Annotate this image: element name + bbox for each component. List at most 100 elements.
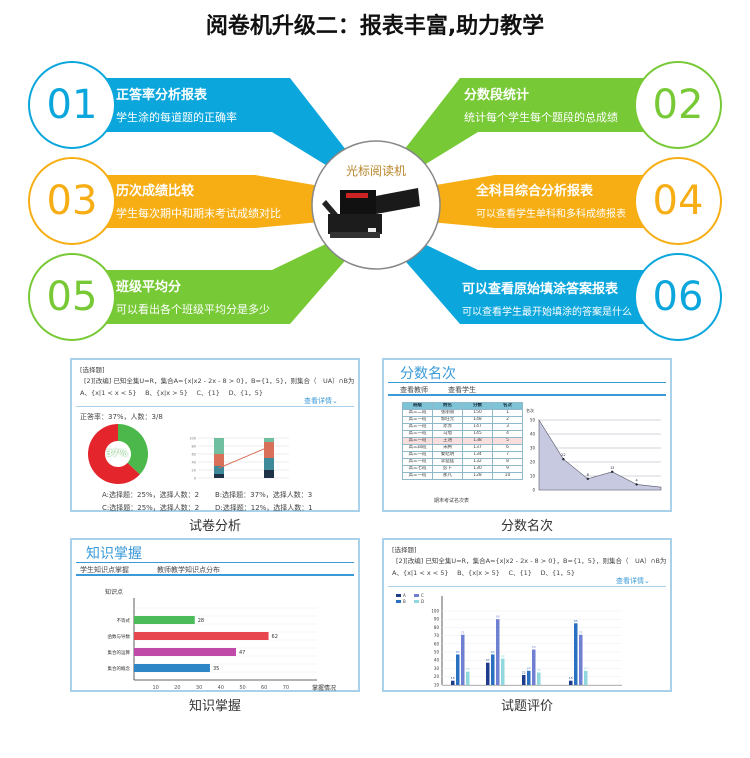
circle-05 (28, 253, 116, 341)
table-cell: 那凡 (432, 472, 463, 480)
table-cell: 彭卜 (432, 465, 463, 473)
table-cell: 高三一班 (402, 451, 433, 459)
y-tick-label: 10 (434, 682, 440, 687)
data-label: 62 (272, 634, 278, 640)
score-rank-caption: 分数名次 (500, 519, 553, 534)
data-label: 22 (522, 670, 526, 674)
tab-teacher[interactable]: 查看教师 (400, 386, 428, 394)
bar (579, 634, 583, 685)
table-cell: 高三四班 (402, 444, 433, 452)
y-tick-label: 0 (194, 477, 196, 481)
table-row: 高三二班 张丽丽 150 1 (402, 409, 523, 417)
data-point (586, 477, 589, 480)
y-axis-label: 名次 (526, 407, 534, 413)
y-tick-label: 20 (434, 674, 440, 679)
feature-heading: 分数段统计 (464, 88, 530, 103)
data-point (562, 458, 565, 461)
bar (527, 670, 531, 685)
category-label: 不等式 (117, 617, 131, 624)
option-trend-chart: 0 20 40 60 80 100 (189, 437, 289, 481)
data-label: 42 (501, 654, 505, 658)
center-label: 光标阅读机 (345, 164, 406, 178)
category-label: 集合的运算 (108, 649, 131, 656)
optical-mark-reader-icon (322, 188, 420, 238)
feature-heading: 全科目综合分析报表 (476, 184, 594, 199)
table-cell: 2 (492, 416, 523, 424)
y-tick-label: 20 (530, 460, 536, 465)
data-label: 26 (466, 667, 470, 671)
table-row: 高三一班 那凡 128 10 (402, 472, 523, 480)
y-tick-label: 50 (434, 650, 440, 655)
stack-segment (214, 454, 224, 466)
x-tick-label: 10 (153, 685, 159, 691)
bar (532, 649, 536, 685)
feature-04: 全科目综合分析报表可以查看学生单科和多科成绩报表 (476, 180, 626, 220)
table-cell: 高三一班 (402, 430, 433, 438)
question-eval-panel: [选择题] [2][改编] 已知全集U=R，集合A={x|x2 - 2x - 8… (382, 538, 672, 692)
y-tick-label: 40 (530, 432, 536, 437)
question-type: [选择题] (392, 546, 417, 554)
data-label: 15 (451, 676, 455, 680)
circle-03 (28, 157, 116, 245)
feature-02: 分数段统计 统计每个学生每个题段的总成绩 (464, 84, 618, 125)
stack-segment (214, 466, 224, 474)
y-tick-label: 40 (434, 658, 440, 663)
y-tick-label: 100 (189, 437, 196, 441)
view-details-link[interactable]: 查看详情⌄ (616, 577, 650, 585)
category-label: 函数与导数 (108, 633, 131, 640)
x-tick-label: 60 (261, 685, 267, 691)
table-cell: 1 (492, 409, 523, 417)
band-02 (400, 78, 655, 170)
divider (388, 382, 666, 383)
bar (486, 662, 490, 685)
data-label: 28 (198, 618, 204, 624)
feature-desc: 可以查看学生最开始填涂的答案是什么 (462, 307, 632, 318)
feature-06: 可以查看原始填涂答案报表可以查看学生最开始填涂的答案是什么 (462, 278, 632, 318)
table-cell: 148 (462, 416, 493, 424)
feature-desc: 可以查看学生单科和多科成绩报表 (476, 209, 626, 220)
y-tick-label: 60 (192, 453, 196, 457)
y-tick-label: 10 (530, 474, 536, 479)
bar (522, 674, 526, 685)
legend-label: A (403, 593, 406, 598)
stack-segment (264, 442, 274, 458)
option-stat: C:选择题：25%，选择人数：2 (102, 504, 200, 512)
bar (451, 680, 455, 685)
table-cell: 10 (492, 472, 523, 480)
tab-teacher-knowledge[interactable]: 教师教学知识点分布 (157, 566, 220, 574)
feature-heading: 可以查看原始填涂答案报表 (462, 282, 619, 297)
x-axis-label: 掌握情况 (312, 684, 336, 692)
circle-01 (28, 61, 116, 149)
y-tick-label: 40 (192, 461, 196, 465)
donut-incorrect-slice (88, 424, 140, 484)
feature-desc: 学生每次期中和期末考试成绩对比 (116, 207, 281, 220)
data-label: 27 (584, 666, 588, 670)
y-tick-label: 30 (434, 666, 440, 671)
table-row: 高三一班 王涵 138 5 (402, 437, 523, 445)
table-cell: 130 (462, 465, 493, 473)
table-cell: 宋腾 (432, 444, 463, 452)
divider (76, 574, 354, 576)
column-header: 分数 (462, 402, 493, 410)
bar (134, 632, 269, 640)
data-label: 85 (574, 619, 578, 623)
divider (76, 562, 354, 563)
data-label: 47 (456, 650, 460, 654)
feature-05: 班级平均分 可以看出各个班级平均分是多少 (116, 276, 270, 317)
divider (388, 394, 666, 396)
view-details-link[interactable]: 查看详情⌄ (304, 397, 338, 405)
feature-heading: 历次成绩比较 (116, 184, 195, 199)
table-cell: 赤赤 (432, 423, 463, 431)
bar (569, 680, 573, 685)
band-03 (95, 175, 320, 228)
bar (134, 616, 195, 624)
question-eval-caption: 试题评价 (500, 699, 553, 714)
data-label: 15 (569, 676, 573, 680)
option-stat: D:选择题：12%，选择人数：1 (215, 504, 313, 512)
divider (388, 586, 666, 587)
table-row: 高三一班 马旭 145 4 (402, 430, 523, 438)
data-label: 35 (213, 666, 219, 672)
y-tick-label: 80 (192, 445, 196, 449)
data-point (635, 483, 638, 486)
